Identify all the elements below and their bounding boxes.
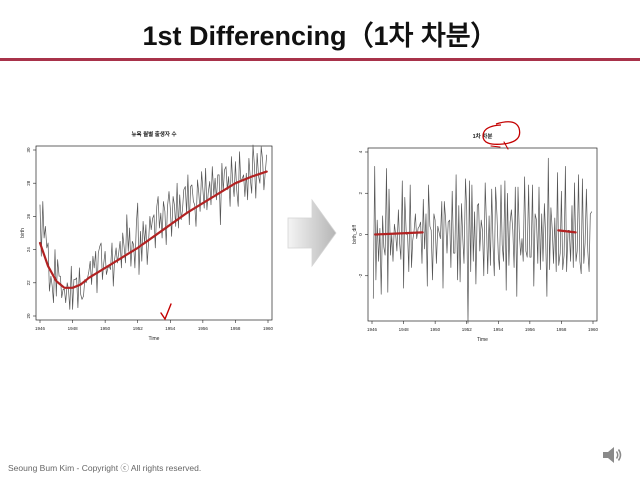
trend-line <box>374 231 424 236</box>
x-tick-label: 1946 <box>35 326 46 331</box>
series-line <box>372 157 593 324</box>
x-tick-label: 1948 <box>68 326 79 331</box>
y-tick-label: 28 <box>26 180 31 186</box>
x-tick-label: 1958 <box>556 327 567 332</box>
series-line <box>39 144 268 310</box>
check-mark-icon <box>160 303 172 321</box>
y-tick-label: 24 <box>26 247 31 253</box>
y-tick-label: 2 <box>358 192 363 195</box>
y-tick-label: 22 <box>26 280 31 286</box>
x-tick-label: 1948 <box>399 327 410 332</box>
y-tick-label: -2 <box>358 273 363 277</box>
y-axis-label: birth_diff <box>352 224 358 244</box>
x-tick-label: 1946 <box>367 327 378 332</box>
x-tick-label: 1956 <box>198 326 209 331</box>
circle-tail-annotation <box>490 141 509 150</box>
copyright-footer: Seoung Bum Kim - Copyright ⓒ All rights … <box>8 463 202 473</box>
x-axis-label: Time <box>149 336 160 342</box>
trend-line <box>38 170 268 289</box>
x-tick-label: 1960 <box>588 327 599 332</box>
title-divider <box>0 58 640 61</box>
x-tick-label: 1952 <box>133 326 144 331</box>
y-tick-label: 30 <box>26 147 31 153</box>
chart-title: 뉴욕 월별 출생자 수 <box>131 130 176 138</box>
x-tick-label: 1950 <box>100 326 111 331</box>
x-axis-label: Time <box>477 337 488 343</box>
speaker-icon[interactable] <box>600 443 624 467</box>
y-tick-label: 26 <box>26 213 31 219</box>
x-tick-label: 1954 <box>493 327 504 332</box>
x-tick-label: 1954 <box>165 326 176 331</box>
birth-chart: 뉴욕 월별 출생자 수 Time birth 1946 1948 1950 1952 1954… <box>20 130 274 342</box>
right-arrow-icon <box>287 198 337 268</box>
trend-line <box>557 229 577 234</box>
y-tick-label: 0 <box>358 233 363 236</box>
x-tick-label: 1956 <box>525 327 536 332</box>
slide-title: 1st Differencing（1차 차분） <box>142 21 498 51</box>
y-axis-label: birth <box>20 228 26 238</box>
title-circle-annotation <box>482 121 521 145</box>
x-tick-label: 1960 <box>263 326 274 331</box>
y-tick-label: 4 <box>358 150 363 153</box>
y-tick-label: 20 <box>26 313 31 319</box>
x-tick-label: 1958 <box>230 326 241 331</box>
x-tick-label: 1950 <box>430 327 441 332</box>
x-tick-label: 1952 <box>462 327 473 332</box>
plot-frame <box>35 145 273 321</box>
